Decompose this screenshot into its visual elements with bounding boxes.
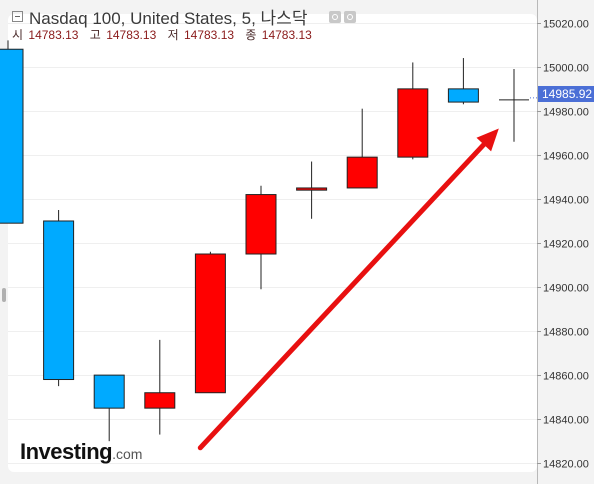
y-tick-label: 14940.00 (543, 195, 589, 207)
chart-header: Nasdaq 100, United States, 5, 나스닥 (12, 4, 357, 29)
y-axis: 14820.00 14840.00 14860.00 14880.00 14900.00… (537, 19, 589, 471)
candles (0, 40, 537, 442)
close-label: 종 (245, 28, 257, 42)
candle-body (194, 253, 226, 394)
candle (296, 161, 328, 219)
settings-icon[interactable] (329, 10, 342, 23)
y-tick-label: 14900.00 (543, 283, 589, 295)
investing-logo: Investing.com (20, 439, 142, 465)
candle (93, 374, 125, 442)
open-label: 시 (12, 28, 24, 42)
candle (43, 209, 75, 387)
candle-body (0, 48, 24, 224)
high-value: 14783.13 (106, 28, 157, 42)
y-tick-label: 14820.00 (543, 459, 589, 471)
y-tick-label: 15020.00 (543, 19, 589, 31)
logo-main: Investing (20, 439, 113, 464)
open-value: 14783.13 (28, 28, 79, 42)
candle-body (296, 187, 328, 191)
trend-arrow-shaft (197, 142, 487, 451)
candle-body (93, 374, 125, 409)
candle-body (447, 88, 479, 103)
candle (245, 185, 277, 290)
collapse-icon[interactable] (12, 11, 23, 22)
y-tick-label: 14920.00 (543, 239, 589, 251)
logo-suffix: .com (112, 446, 143, 462)
y-tick-label: 14960.00 (543, 151, 589, 163)
candle-body (43, 220, 75, 381)
low-label: 저 (167, 28, 179, 42)
close-value: 14783.13 (261, 28, 312, 42)
annotation (197, 128, 499, 451)
y-tick-label: 15000.00 (543, 63, 589, 75)
chart-title: Nasdaq 100, United States, 5, 나스닥 (29, 9, 308, 28)
y-tick-label: 14860.00 (543, 371, 589, 383)
low-value: 14783.13 (183, 28, 235, 42)
y-tick-label: 14980.00 (543, 107, 589, 119)
ohlc-readout: 시 14783.13 고 14783.13 저 14783.13 종 14783… (12, 26, 320, 43)
settings-icon[interactable] (344, 10, 357, 23)
candle (499, 69, 529, 142)
candle-body (144, 392, 176, 409)
current-price-tag: 14985.92 (538, 86, 594, 102)
trend-arrow-head (476, 128, 499, 152)
candle (0, 40, 24, 224)
candle-body (245, 194, 277, 255)
high-label: 고 (89, 28, 101, 42)
candle (144, 339, 176, 435)
y-tick-label: 14880.00 (543, 327, 589, 339)
y-tick-label: 14840.00 (543, 415, 589, 427)
candle-body (397, 88, 429, 158)
candle-body (346, 156, 378, 189)
candle (447, 58, 479, 105)
candle (194, 251, 226, 394)
candle (397, 62, 429, 160)
resize-handle[interactable] (2, 288, 6, 302)
candle (346, 108, 378, 189)
